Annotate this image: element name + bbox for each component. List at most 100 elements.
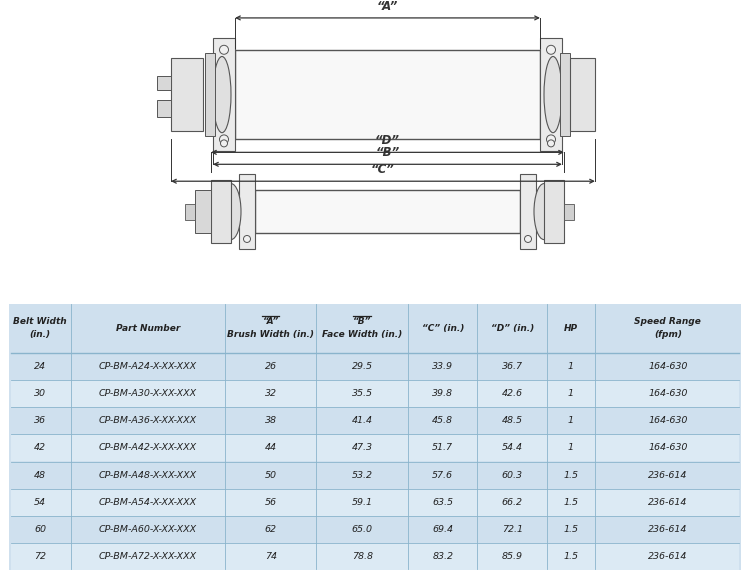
Bar	[213, 38, 235, 151]
Bar	[11, 380, 739, 407]
Bar	[195, 190, 211, 233]
Text: 47.3: 47.3	[352, 444, 373, 453]
Text: 56: 56	[265, 498, 277, 507]
Text: 1.5: 1.5	[563, 525, 578, 534]
Text: 164-630: 164-630	[648, 444, 688, 453]
Text: 41.4: 41.4	[352, 417, 373, 425]
Bar	[255, 190, 520, 233]
Text: 32: 32	[265, 389, 277, 398]
Ellipse shape	[213, 57, 231, 133]
Text: 54.4: 54.4	[502, 444, 523, 453]
Bar	[520, 174, 536, 249]
Text: 50: 50	[265, 470, 277, 480]
Text: HP: HP	[564, 324, 578, 333]
Ellipse shape	[534, 183, 554, 240]
Text: “D” (in.): “D” (in.)	[490, 324, 534, 333]
Text: 236-614: 236-614	[648, 470, 688, 480]
Text: “B”: “B”	[353, 317, 371, 327]
Text: 42: 42	[34, 444, 46, 453]
Text: Speed Range: Speed Range	[634, 317, 701, 327]
Text: 72: 72	[34, 552, 46, 561]
Bar	[11, 516, 739, 543]
Text: 44: 44	[265, 444, 277, 453]
Text: 48.5: 48.5	[502, 417, 523, 425]
Text: CP-BM-A60-X-XX-XXX: CP-BM-A60-X-XX-XXX	[99, 525, 197, 534]
Text: 164-630: 164-630	[648, 389, 688, 398]
Text: (in.): (in.)	[29, 330, 51, 339]
Text: 53.2: 53.2	[352, 470, 373, 480]
Bar	[11, 489, 739, 516]
Text: 59.1: 59.1	[352, 498, 373, 507]
Text: 45.8: 45.8	[432, 417, 453, 425]
Bar	[211, 180, 231, 243]
Text: CP-BM-A72-X-XX-XXX: CP-BM-A72-X-XX-XXX	[99, 552, 197, 561]
Bar	[239, 174, 255, 249]
Text: 38: 38	[265, 417, 277, 425]
Text: 74: 74	[265, 552, 277, 561]
Text: 78.8: 78.8	[352, 552, 373, 561]
Circle shape	[220, 45, 229, 54]
Text: 35.5: 35.5	[352, 389, 373, 398]
Text: 236-614: 236-614	[648, 552, 688, 561]
Text: 33.9: 33.9	[432, 362, 453, 371]
Circle shape	[244, 236, 250, 242]
Text: Face Width (in.): Face Width (in.)	[322, 330, 402, 339]
Text: 42.6: 42.6	[502, 389, 523, 398]
Bar	[235, 50, 540, 139]
Circle shape	[547, 135, 556, 144]
Text: 236-614: 236-614	[648, 498, 688, 507]
Bar	[157, 76, 171, 89]
Text: 60.3: 60.3	[502, 470, 523, 480]
Ellipse shape	[221, 183, 241, 240]
Text: 1: 1	[568, 362, 574, 371]
Text: 164-630: 164-630	[648, 417, 688, 425]
Text: 66.2: 66.2	[502, 498, 523, 507]
Text: 36: 36	[34, 417, 46, 425]
FancyBboxPatch shape	[3, 301, 747, 572]
Circle shape	[547, 45, 556, 54]
Text: CP-BM-A54-X-XX-XXX: CP-BM-A54-X-XX-XXX	[99, 498, 197, 507]
Text: 85.9: 85.9	[502, 552, 523, 561]
Text: 164-630: 164-630	[648, 362, 688, 371]
Text: (fpm): (fpm)	[654, 330, 682, 339]
Ellipse shape	[544, 57, 562, 133]
Text: CP-BM-A30-X-XX-XXX: CP-BM-A30-X-XX-XXX	[99, 389, 197, 398]
Text: 60: 60	[34, 525, 46, 534]
Bar	[560, 53, 570, 136]
Bar	[11, 462, 739, 488]
Bar	[185, 203, 195, 219]
Text: 65.0: 65.0	[352, 525, 373, 534]
Bar	[11, 543, 739, 570]
Text: 1.5: 1.5	[563, 498, 578, 507]
Text: 1: 1	[568, 444, 574, 453]
Text: CP-BM-A24-X-XX-XXX: CP-BM-A24-X-XX-XXX	[99, 362, 197, 371]
Bar	[540, 38, 562, 151]
Text: “A”: “A”	[262, 317, 279, 327]
Text: Belt Width: Belt Width	[13, 317, 67, 327]
Circle shape	[220, 135, 229, 144]
Circle shape	[548, 140, 554, 147]
Text: 62: 62	[265, 525, 277, 534]
Bar	[11, 407, 739, 434]
Bar	[564, 203, 574, 219]
Text: 1: 1	[568, 389, 574, 398]
Text: 30: 30	[34, 389, 46, 398]
Circle shape	[524, 236, 532, 242]
Text: 48: 48	[34, 470, 46, 480]
Text: 236-614: 236-614	[648, 525, 688, 534]
Text: 54: 54	[34, 498, 46, 507]
Text: Brush Width (in.): Brush Width (in.)	[227, 330, 314, 339]
Bar	[205, 53, 215, 136]
Bar	[157, 100, 171, 117]
Text: 39.8: 39.8	[432, 389, 453, 398]
Text: “C” (in.): “C” (in.)	[422, 324, 464, 333]
Text: 57.6: 57.6	[432, 470, 453, 480]
Text: CP-BM-A36-X-XX-XXX: CP-BM-A36-X-XX-XXX	[99, 417, 197, 425]
Text: 51.7: 51.7	[432, 444, 453, 453]
Text: CP-BM-A42-X-XX-XXX: CP-BM-A42-X-XX-XXX	[99, 444, 197, 453]
Text: 1.5: 1.5	[563, 552, 578, 561]
Bar	[570, 58, 595, 131]
Text: “B”: “B”	[375, 146, 400, 159]
Text: 29.5: 29.5	[352, 362, 373, 371]
Text: 69.4: 69.4	[432, 525, 453, 534]
